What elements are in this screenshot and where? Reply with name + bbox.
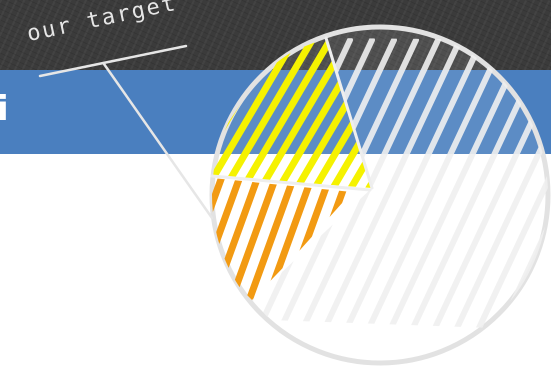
- edge-glyph: i: [0, 89, 9, 129]
- annotation-pointer: [38, 44, 214, 220]
- pie-slice-dividers: [210, 36, 374, 192]
- dark-header-band: [0, 0, 551, 70]
